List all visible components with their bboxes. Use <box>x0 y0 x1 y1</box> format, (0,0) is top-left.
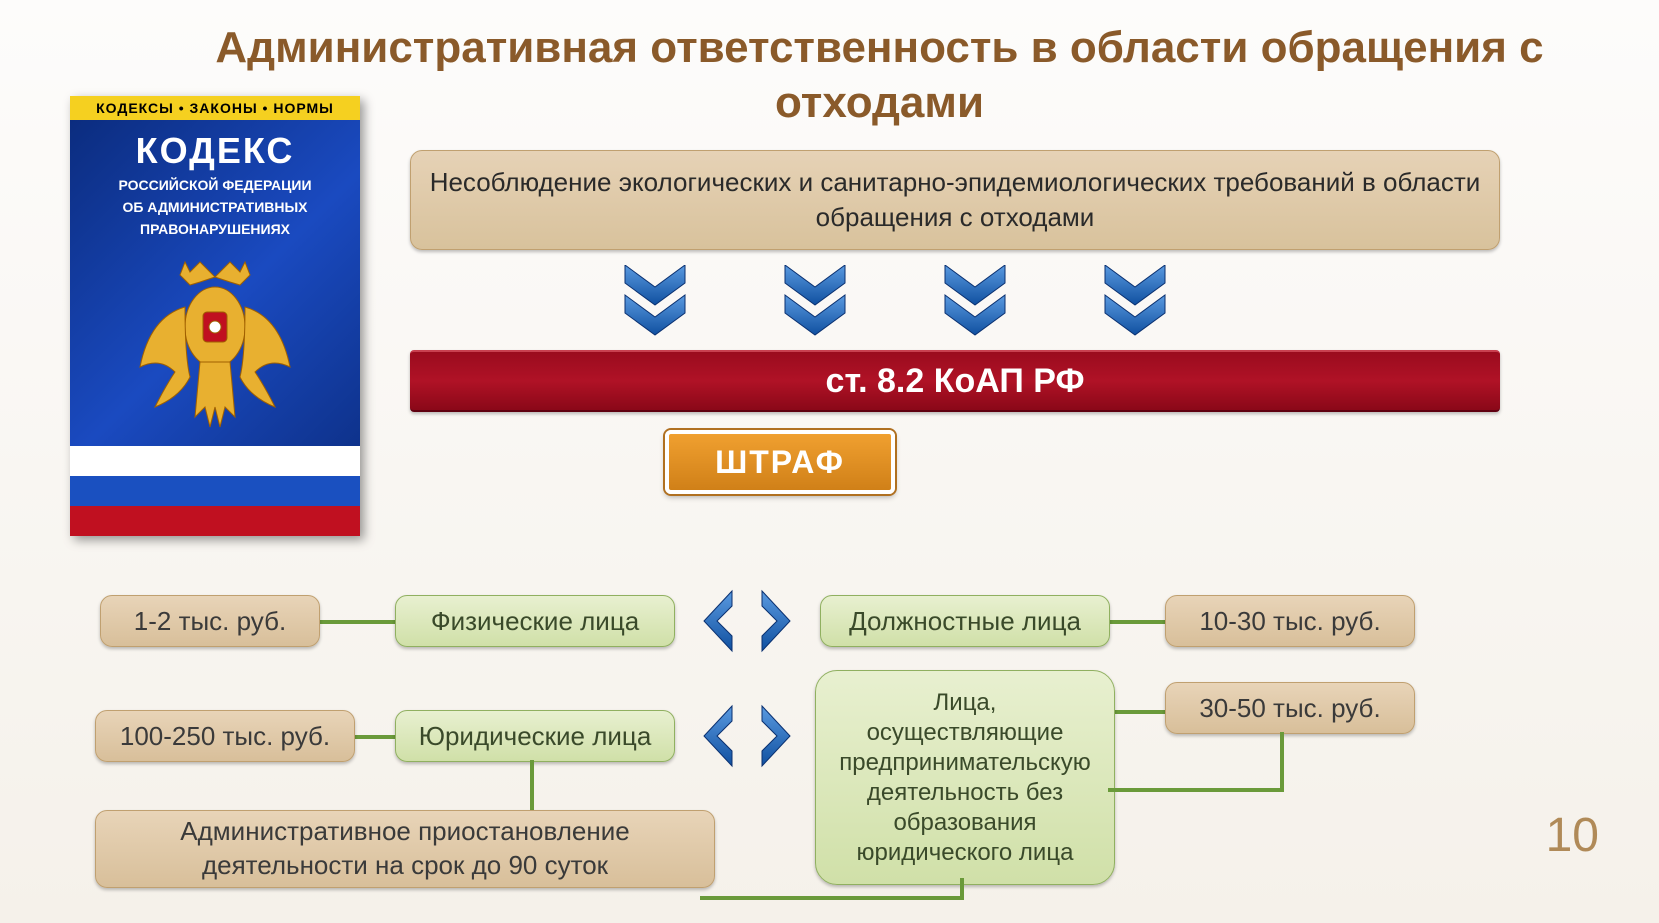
book-sub-2: ОБ АДМИНИСТРАТИВНЫХ <box>70 198 360 216</box>
connector-line <box>1108 788 1284 792</box>
suspension-box: Административное приостановление деятель… <box>95 810 715 888</box>
connector-line <box>1280 732 1284 792</box>
flag-stripes <box>70 446 360 536</box>
category-entrepreneurs: Лица, осуществляющие предпринимательскую… <box>815 670 1115 885</box>
category-individuals: Физические лица <box>395 595 675 647</box>
chevron-left-right-icon <box>692 703 802 769</box>
fine-amount-individuals: 1-2 тыс. руб. <box>100 595 320 647</box>
violation-description-box: Несоблюдение экологических и санитарно-э… <box>410 150 1500 250</box>
chevron-down-icon <box>940 265 1010 345</box>
fine-amount-legal-entities: 100-250 тыс. руб. <box>95 710 355 762</box>
slide-title: Административная ответственность в облас… <box>180 20 1579 130</box>
down-chevrons-group <box>620 265 1170 345</box>
book-band: КОДЕКСЫ • ЗАКОНЫ • НОРМЫ <box>70 96 360 120</box>
book-sub-1: РОССИЙСКОЙ ФЕДЕРАЦИИ <box>70 176 360 194</box>
chevron-left-right-icon <box>692 588 802 654</box>
chevron-down-icon <box>1100 265 1170 345</box>
fine-amount-entrepreneurs: 30-50 тыс. руб. <box>1165 682 1415 734</box>
article-reference-bar: ст. 8.2 КоАП РФ <box>410 350 1500 412</box>
slide-number: 10 <box>1546 808 1599 863</box>
coat-of-arms-icon <box>70 257 360 447</box>
fine-amount-officials: 10-30 тыс. руб. <box>1165 595 1415 647</box>
book-sub-3: ПРАВОНАРУШЕНИЯХ <box>70 220 360 238</box>
connector-line <box>530 760 534 815</box>
category-officials: Должностные лица <box>820 595 1110 647</box>
chevron-down-icon <box>780 265 850 345</box>
connector-line <box>700 896 964 900</box>
book-title-main: КОДЕКС <box>70 130 360 172</box>
book-cover: КОДЕКСЫ • ЗАКОНЫ • НОРМЫ КОДЕКС РОССИЙСК… <box>70 96 360 536</box>
category-legal-entities: Юридические лица <box>395 710 675 762</box>
fine-label-box: ШТРАФ <box>665 430 895 494</box>
chevron-down-icon <box>620 265 690 345</box>
